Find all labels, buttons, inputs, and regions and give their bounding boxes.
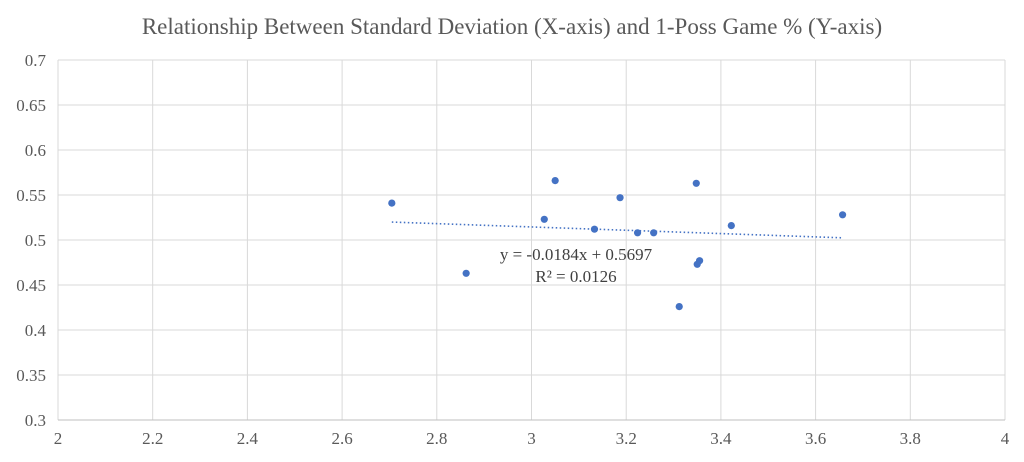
x-tick-label: 2 [54,429,63,448]
data-point [616,194,624,202]
data-point [590,225,599,233]
y-tick-label: 0.5 [25,231,46,250]
trendline-r-squared: R² = 0.0126 [535,267,616,286]
x-tick-label: 3.6 [805,429,826,448]
trendline [391,221,843,239]
trendline-path [391,221,843,239]
y-tick-label: 0.55 [16,186,46,205]
y-tick-label: 0.6 [25,141,46,160]
chart-title: Relationship Between Standard Deviation … [142,14,882,39]
data-point [727,222,735,230]
y-tick-label: 0.65 [16,96,46,115]
x-tick-label: 2.6 [331,429,352,448]
data-point [692,179,700,187]
data-point [650,229,658,237]
data-point [838,211,847,219]
data-point [675,303,683,311]
x-tick-label: 3.8 [900,429,921,448]
data-point [551,177,559,185]
y-tick-label: 0.45 [16,276,46,295]
data-points [388,177,847,311]
y-tick-label: 0.7 [25,51,47,70]
x-tick-label: 3.2 [616,429,637,448]
y-tick-label: 0.4 [25,321,47,340]
x-tick-label: 3 [527,429,536,448]
x-tick-label: 2.4 [237,429,259,448]
x-tick-label: 3.4 [710,429,732,448]
x-tick-label: 2.8 [426,429,447,448]
x-tick-label: 2.2 [142,429,163,448]
y-tick-labels: 0.3 0.35 0.4 0.45 0.5 0.55 0.6 0.65 0.7 [16,51,46,430]
data-point [462,269,470,277]
data-point [633,229,642,237]
x-tick-labels: 2 2.2 2.4 2.6 2.8 3 3.2 3.4 3.6 3.8 4 [54,429,1010,448]
x-tick-label: 4 [1001,429,1010,448]
data-point [540,215,548,223]
y-tick-label: 0.3 [25,411,46,430]
trendline-equation: y = -0.0184x + 0.5697 [500,245,653,264]
data-point [388,199,396,207]
y-gridlines [58,59,1005,421]
y-tick-label: 0.35 [16,366,46,385]
data-point [695,257,704,265]
